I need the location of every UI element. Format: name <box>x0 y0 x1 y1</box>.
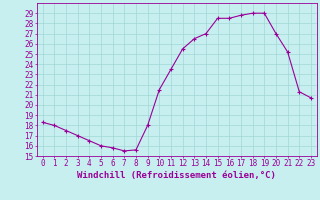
X-axis label: Windchill (Refroidissement éolien,°C): Windchill (Refroidissement éolien,°C) <box>77 171 276 180</box>
